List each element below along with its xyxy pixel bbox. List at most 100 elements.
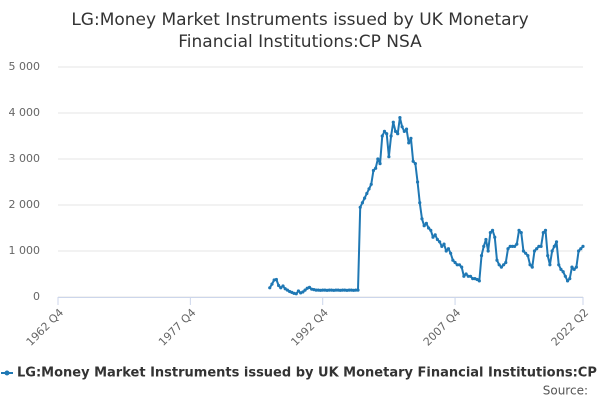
data-point: [468, 274, 473, 278]
data-point: [548, 263, 552, 267]
data-point: [451, 258, 455, 262]
data-point: [513, 244, 517, 248]
data-point: [517, 228, 521, 232]
data-point: [528, 263, 532, 267]
data-point: [354, 288, 358, 292]
data-point: [389, 134, 393, 138]
data-point: [294, 292, 298, 296]
data-point: [524, 251, 528, 255]
data-point: [508, 244, 512, 248]
data-point: [499, 265, 503, 269]
data-point: [363, 196, 367, 200]
data-point: [484, 237, 488, 242]
data-point: [501, 263, 506, 267]
data-point: [268, 286, 272, 290]
data-point: [559, 267, 563, 271]
data-point: [274, 277, 278, 282]
data-point: [422, 224, 426, 228]
data-point: [371, 168, 376, 173]
chart-title: LG:Money Market Instruments issued by UK…: [71, 10, 528, 30]
data-point: [539, 244, 543, 248]
data-point: [455, 263, 459, 267]
data-point: [396, 132, 400, 136]
data-point: [444, 249, 448, 253]
data-point: [521, 249, 526, 253]
data-point: [466, 274, 470, 278]
data-point: [449, 251, 453, 255]
data-point: [490, 228, 495, 232]
data-point: [301, 290, 305, 294]
data-point: [393, 129, 398, 133]
data-point: [385, 132, 389, 136]
data-point: [279, 286, 283, 290]
data-point: [565, 279, 570, 283]
source: Source:: [543, 384, 588, 398]
data-point: [376, 157, 380, 161]
data-point: [387, 155, 391, 159]
data-point: [296, 289, 301, 293]
data-point: [570, 265, 574, 269]
data-point: [568, 277, 572, 281]
data-point: [488, 231, 492, 235]
data-point: [574, 265, 578, 269]
line-series: [268, 116, 584, 295]
data-point: [576, 249, 581, 253]
y-tick-label: 1 000: [9, 244, 41, 257]
data-point: [407, 141, 411, 145]
data-point: [334, 288, 338, 292]
data-point: [424, 221, 428, 225]
data-point: [429, 228, 433, 232]
data-point: [572, 267, 576, 271]
y-tick-label: 0: [33, 290, 40, 303]
data-point: [431, 235, 435, 239]
data-point: [358, 205, 362, 209]
data-point: [462, 274, 466, 278]
data-point: [404, 127, 409, 131]
data-point: [486, 249, 490, 253]
data-point: [314, 288, 318, 292]
data-point: [579, 247, 583, 251]
data-point: [321, 288, 325, 292]
data-point: [530, 265, 534, 269]
data-point: [369, 182, 373, 186]
data-point: [446, 247, 451, 251]
data-point: [382, 129, 387, 133]
data-point: [426, 226, 431, 230]
data-point: [482, 244, 486, 248]
data-point: [460, 265, 464, 269]
data-point: [378, 162, 382, 166]
y-tick-label: 5 000: [9, 60, 41, 73]
x-tick-label: 1962 Q4: [24, 306, 67, 349]
data-point: [360, 201, 365, 205]
data-point: [510, 244, 515, 248]
y-tick-label: 4 000: [9, 106, 41, 119]
data-point: [493, 235, 497, 239]
data-point: [356, 288, 360, 292]
data-point: [270, 282, 274, 286]
data-point: [504, 260, 508, 265]
data-point: [557, 263, 561, 267]
data-point: [367, 187, 371, 191]
data-point: [453, 260, 457, 265]
data-point: [347, 288, 351, 292]
data-point: [552, 244, 556, 248]
data-point: [380, 134, 384, 138]
data-point: [420, 217, 424, 221]
data-point: [477, 279, 481, 283]
data-point: [497, 263, 501, 267]
data-point: [537, 244, 541, 248]
data-point: [398, 116, 402, 120]
data-point: [532, 249, 537, 253]
data-point: [340, 288, 345, 292]
legend-marker: [4, 370, 10, 376]
data-point: [415, 180, 420, 184]
legend-label: LG:Money Market Instruments issued by UK…: [17, 366, 600, 381]
y-tick-label: 2 000: [9, 198, 41, 211]
data-point: [438, 240, 442, 244]
data-point: [435, 237, 440, 242]
data-point: [519, 231, 523, 235]
data-point: [307, 285, 312, 289]
chart-title: Financial Institutions:CP NSA: [178, 32, 422, 52]
data-point: [506, 247, 510, 251]
